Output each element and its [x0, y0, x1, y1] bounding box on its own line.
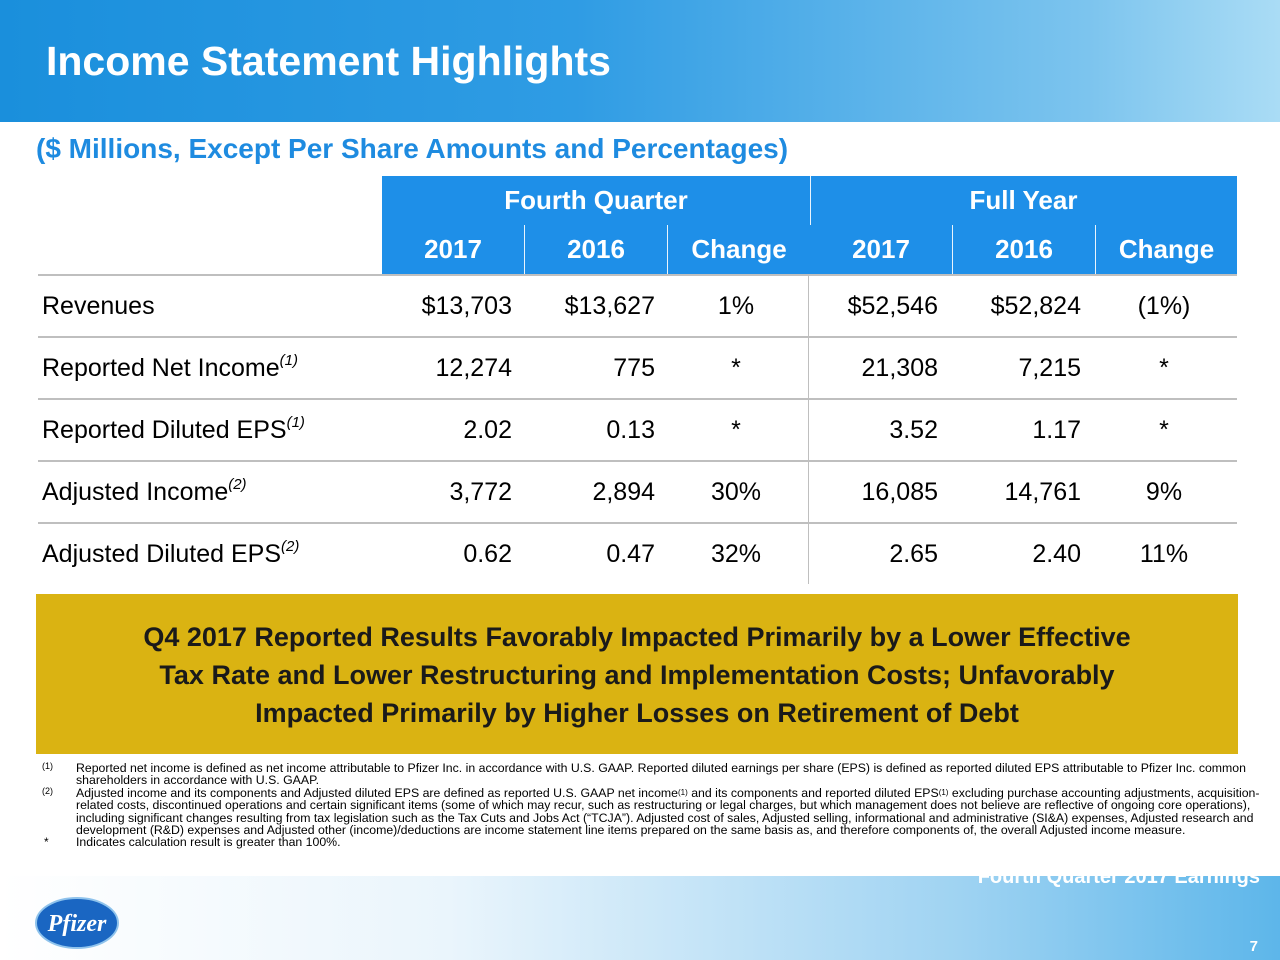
- cell-q4-2017: 12,274: [435, 354, 512, 382]
- cell-fy-2017: 21,308: [861, 354, 938, 382]
- footnote-marker: (1): [42, 761, 53, 771]
- row-divider: [38, 274, 1237, 276]
- group-header-fourth-quarter: Fourth Quarter: [504, 185, 688, 215]
- cell-fy-2016: 14,761: [1004, 478, 1081, 506]
- table-group-header-row: Fourth Quarter Full Year: [382, 176, 1237, 274]
- title-bar: Income Statement Highlights: [0, 0, 1280, 122]
- footnote-1: (1) Reported net income is defined as ne…: [38, 761, 1260, 788]
- column-divider: [808, 276, 809, 584]
- banner-line: Q4 2017 Reported Results Favorably Impac…: [143, 622, 1131, 652]
- footnote-text: and its components and reported diluted …: [687, 785, 939, 800]
- footnote-3: * Indicates calculation result is greate…: [38, 835, 1260, 850]
- group-header-full-year: Full Year: [969, 185, 1078, 215]
- cell-fy-change: (1%): [1137, 292, 1191, 320]
- cell-fy-change: *: [1159, 354, 1169, 382]
- cell-q4-2016: 775: [613, 354, 655, 382]
- footnote-marker: *: [44, 835, 49, 850]
- cell-fy-2016: $52,824: [990, 292, 1081, 320]
- row-divider: [38, 336, 1237, 338]
- cell-fy-2017: 16,085: [861, 478, 938, 506]
- footnotes: (1) Reported net income is defined as ne…: [38, 761, 1260, 850]
- cell-q4-change: 30%: [710, 478, 762, 506]
- cell-q4-2017: 3,772: [449, 478, 512, 506]
- cell-fy-change: 11%: [1139, 540, 1189, 568]
- footnote-text: Indicates calculation result is greater …: [76, 835, 341, 850]
- cell-fy-2017: 3.52: [889, 416, 938, 444]
- row-divider: [38, 398, 1237, 400]
- cell-q4-change: 1%: [717, 292, 755, 320]
- row-label: Reported Diluted EPS(1): [42, 414, 305, 444]
- banner-line: Impacted Primarily by Higher Losses on R…: [255, 698, 1019, 728]
- cell-q4-2016: 0.13: [606, 416, 655, 444]
- cell-fy-change: *: [1159, 416, 1169, 444]
- pfizer-logo: Pfizer: [35, 897, 119, 949]
- cell-q4-2016: $13,627: [564, 292, 655, 320]
- cell-fy-2017: $52,546: [847, 292, 938, 320]
- footnote-text: Adjusted income and its components and A…: [76, 785, 679, 800]
- header-divider: [667, 225, 668, 274]
- footnote-text: excluding purchase accounting adjustment…: [76, 785, 1260, 838]
- col-header-fy-2017: 2017: [852, 234, 910, 264]
- footnote-text: Reported net income is defined as net in…: [76, 761, 1246, 788]
- footnote-2: (2) Adjusted income and its components a…: [38, 785, 1260, 838]
- table-row-reported-diluted-eps: Reported Diluted EPS(1) 2.02 0.13 * 3.52…: [38, 400, 1237, 461]
- table-row-reported-net-income: Reported Net Income(1) 12,274 775 * 21,3…: [38, 338, 1237, 399]
- col-header-q4-2017: 2017: [424, 234, 482, 264]
- table-column-header-row: 2017 2016 Change 2017 2016 Change: [382, 225, 1237, 274]
- row-label: Adjusted Income(2): [42, 476, 247, 506]
- banner-line: Tax Rate and Lower Restructuring and Imp…: [159, 660, 1115, 690]
- cell-q4-change: *: [731, 354, 741, 382]
- col-header-q4-change: Change: [691, 234, 787, 264]
- cell-q4-2017: $13,703: [421, 292, 512, 320]
- footnote-ref: (1): [678, 787, 688, 797]
- cell-q4-2017: 0.62: [463, 540, 512, 568]
- footnote-marker: (2): [42, 785, 53, 796]
- page-title: Income Statement Highlights: [46, 38, 611, 84]
- col-header-fy-2016: 2016: [995, 234, 1053, 264]
- table-row-revenues: Revenues $13,703 $13,627 1% $52,546 $52,…: [38, 276, 1237, 337]
- cell-q4-2016: 2,894: [592, 478, 655, 506]
- header-divider: [952, 225, 953, 274]
- cell-q4-2016: 0.47: [606, 540, 655, 568]
- table-row-adjusted-diluted-eps: Adjusted Diluted EPS(2) 0.62 0.47 32% 2.…: [38, 524, 1237, 585]
- row-label: Revenues: [42, 292, 155, 320]
- cell-q4-change: 32%: [710, 540, 762, 568]
- cell-q4-2017: 2.02: [463, 416, 512, 444]
- cell-fy-2016: 1.17: [1032, 416, 1081, 444]
- row-divider: [38, 522, 1237, 524]
- col-header-q4-2016: 2016: [567, 234, 625, 264]
- cell-fy-2017: 2.65: [889, 540, 938, 568]
- header-divider: [1095, 225, 1096, 274]
- cell-q4-change: *: [731, 416, 741, 444]
- row-divider: [38, 460, 1237, 462]
- row-label: Reported Net Income(1): [42, 352, 298, 382]
- cell-fy-2016: 2.40: [1032, 540, 1081, 568]
- footer-title: Fourth Quarter 2017 Earnings: [977, 866, 1260, 888]
- footer-band: [0, 876, 1280, 960]
- logo-wordmark: Pfizer: [47, 911, 107, 937]
- cell-fy-2016: 7,215: [1018, 354, 1081, 382]
- footnote-ref: (1): [938, 787, 949, 797]
- row-label: Adjusted Diluted EPS(2): [42, 538, 300, 568]
- banner-text: Q4 2017 Reported Results Favorably Impac…: [36, 618, 1238, 732]
- table-row-adjusted-income: Adjusted Income(2) 3,772 2,894 30% 16,08…: [38, 462, 1237, 523]
- page-subtitle: ($ Millions, Except Per Share Amounts an…: [36, 133, 789, 164]
- cell-fy-change: 9%: [1145, 478, 1183, 506]
- header-divider: [524, 225, 525, 274]
- highlight-banner: Q4 2017 Reported Results Favorably Impac…: [36, 594, 1238, 754]
- col-header-fy-change: Change: [1118, 234, 1215, 264]
- logo-oval: [35, 897, 119, 949]
- page-number: 7: [1249, 938, 1258, 955]
